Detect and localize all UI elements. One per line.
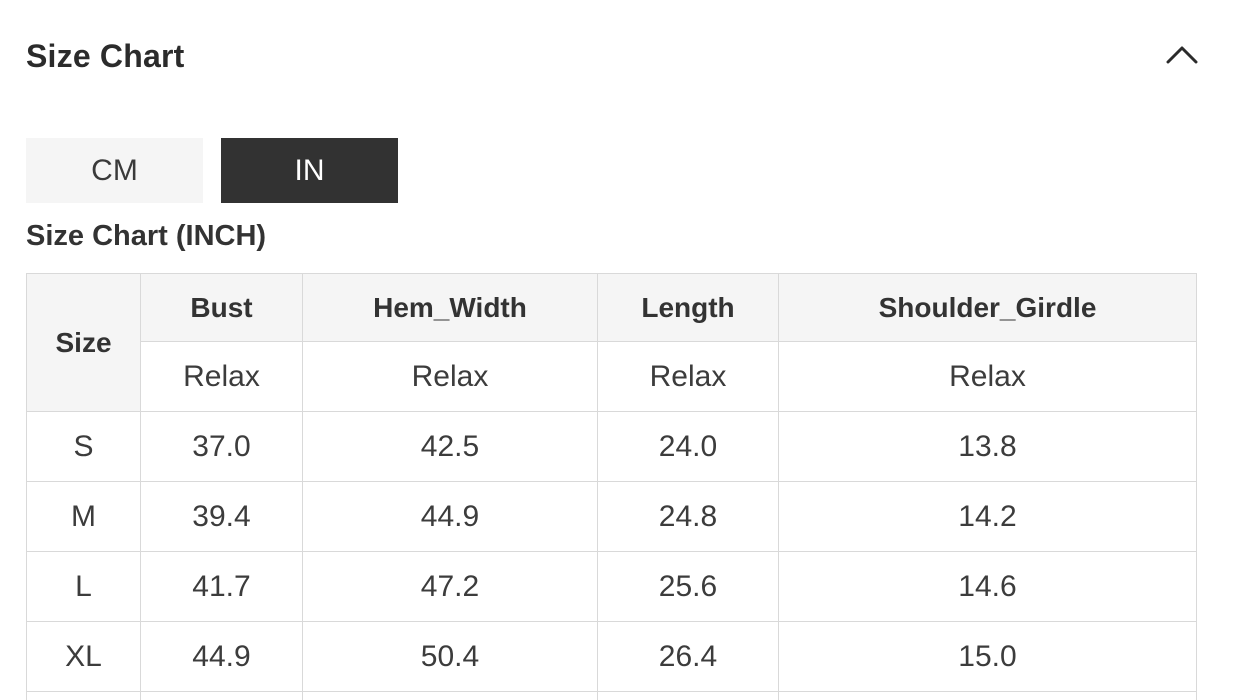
size-label: L	[26, 551, 141, 622]
table-row-m: M 39.4 44.9 24.8 14.2	[26, 481, 1197, 552]
size-label: S	[26, 411, 141, 482]
measure-value: 39.4	[140, 481, 303, 552]
measure-value: 14.2	[778, 481, 1197, 552]
table-row-s: S 37.0 42.5 24.0 13.8	[26, 411, 1197, 482]
measure-value: 15.0	[778, 621, 1197, 692]
measure-value: 44.9	[140, 621, 303, 692]
unit-cm-button[interactable]: CM	[26, 138, 203, 203]
size-label: XL	[26, 621, 141, 692]
measure-value: 42.5	[302, 411, 598, 482]
measure-value: 24.8	[597, 481, 779, 552]
measure-value: 50.4	[302, 621, 598, 692]
measure-value: 24.0	[597, 411, 779, 482]
measure-value: 41.7	[140, 551, 303, 622]
collapse-panel-button[interactable]	[1158, 36, 1206, 74]
size-label: M	[26, 481, 141, 552]
unit-toggle: CM IN	[26, 138, 398, 203]
measure-value: 47.2	[302, 551, 598, 622]
measure-value: 13.8	[778, 411, 1197, 482]
measure-value: 37.0	[140, 411, 303, 482]
table-row-l: L 41.7 47.2 25.6 14.6	[26, 551, 1197, 622]
unit-in-button[interactable]: IN	[221, 138, 398, 203]
column-header-length: Length	[597, 273, 779, 342]
measure-value: 26.4	[597, 621, 779, 692]
measure-value: 14.6	[778, 551, 1197, 622]
measure-value: 44.9	[302, 481, 598, 552]
table-row-xl: XL 44.9 50.4 26.4 15.0	[26, 621, 1197, 692]
size-chart-heading: Size Chart (INCH)	[26, 220, 267, 252]
column-header-hem-width: Hem_Width	[302, 273, 598, 342]
table-header-row: Size Bust Hem_Width Length Shoulder_Gird…	[26, 273, 1197, 412]
table-row-partial	[26, 691, 1197, 700]
column-header-shoulder-girdle: Shoulder_Girdle	[778, 273, 1197, 342]
column-header-size: Size	[26, 273, 141, 412]
column-header-bust: Bust	[140, 273, 303, 342]
panel-title: Size Chart	[26, 38, 185, 74]
measure-value: 25.6	[597, 551, 779, 622]
fit-cell: Relax	[302, 341, 598, 412]
fit-cell: Relax	[597, 341, 779, 412]
fit-cell: Relax	[140, 341, 303, 412]
chevron-up-icon	[1166, 46, 1198, 64]
fit-row: Relax Relax Relax Relax	[27, 341, 1197, 412]
fit-cell: Relax	[778, 341, 1197, 412]
size-chart-table: Size Bust Hem_Width Length Shoulder_Gird…	[26, 273, 1197, 700]
